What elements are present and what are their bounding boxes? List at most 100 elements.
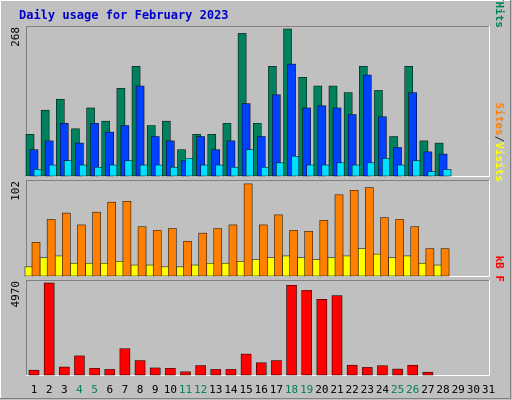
- bar-kb-f: [256, 362, 267, 376]
- bar-pages: [276, 162, 285, 177]
- side-legend-label: Sites/Visits: [493, 103, 506, 183]
- x-tick-label: 16: [255, 383, 268, 396]
- scale-max-label: 4970: [9, 281, 22, 308]
- side-legend-label: kB F: [493, 256, 506, 283]
- x-tick-label: 6: [106, 383, 113, 396]
- bar-kb-f: [43, 282, 55, 376]
- bar-sites: [259, 224, 268, 277]
- bar-kb-f: [286, 284, 297, 376]
- bar-sites: [122, 200, 132, 277]
- bar-sites: [228, 224, 238, 277]
- bar-sites: [440, 248, 450, 277]
- bar-kb-f: [407, 364, 418, 376]
- bars: [25, 28, 452, 177]
- bar-pages: [306, 164, 315, 177]
- side-legend-label: Pages/Files/Hits: [493, 0, 506, 28]
- bar-pages: [382, 158, 391, 177]
- bar-sites: [137, 226, 147, 277]
- bar-kb-f: [119, 348, 131, 376]
- bar-sites: [425, 248, 435, 277]
- bar-kb-f: [89, 368, 100, 376]
- bar-kb-f: [225, 369, 237, 376]
- bar-pages: [33, 169, 43, 177]
- bar-sites: [152, 230, 162, 277]
- bar-pages: [336, 162, 346, 177]
- bar-kb-f: [392, 368, 403, 376]
- x-tick-label: 11: [179, 383, 192, 396]
- bar-kb-f: [195, 365, 206, 376]
- side-legend-part: /: [493, 0, 506, 2]
- x-tick-label: 17: [270, 383, 283, 396]
- bar-sites: [380, 217, 389, 277]
- bar-pages: [170, 166, 179, 177]
- bar-pages: [412, 160, 421, 177]
- bar-pages: [245, 149, 255, 177]
- bar-pages: [154, 164, 164, 177]
- bar-kb-f: [104, 369, 115, 376]
- side-legend-part: kB F: [493, 256, 506, 283]
- x-tick-label: 25: [391, 383, 404, 396]
- x-tick-label: 3: [61, 383, 68, 396]
- bar-sites: [62, 212, 71, 277]
- bar-pages: [230, 166, 240, 177]
- bar-sites: [198, 232, 207, 277]
- bar-pages: [261, 166, 270, 177]
- bar-pages: [109, 164, 118, 177]
- bar-pages: [442, 169, 452, 177]
- x-tick-label: 20: [315, 383, 328, 396]
- x-tick-label: 26: [406, 383, 419, 396]
- x-tick-label: 23: [361, 383, 374, 396]
- bar-pages: [139, 164, 149, 177]
- bar-sites: [183, 241, 192, 277]
- bar-kb-f: [180, 371, 191, 376]
- bar-pages: [94, 166, 103, 177]
- bar-sites: [289, 230, 298, 277]
- x-tick-label: 19: [300, 383, 313, 396]
- x-tick-label: 9: [152, 383, 159, 396]
- x-tick-label: 8: [137, 383, 144, 396]
- bar-pages: [185, 158, 194, 177]
- bar-kb-f: [149, 367, 161, 376]
- x-tick-label: 15: [239, 383, 252, 396]
- side-legend-part: Hits: [493, 2, 506, 29]
- bar-sites: [243, 183, 253, 277]
- side-legend-part: Visits: [493, 142, 506, 182]
- bar-kb-f: [362, 367, 373, 376]
- bar-pages: [291, 156, 300, 177]
- bar-sites: [31, 242, 41, 277]
- x-tick-label: 18: [285, 383, 298, 396]
- x-tick-label: 21: [330, 383, 343, 396]
- bar-kb-f: [28, 369, 40, 376]
- scale-max-label: 268: [9, 27, 22, 47]
- bar-sites: [213, 228, 223, 277]
- x-tick-label: 29: [452, 383, 465, 396]
- x-tick-label: 22: [346, 383, 359, 396]
- x-tick-label: 7: [122, 383, 129, 396]
- x-tick-label: 5: [91, 383, 98, 396]
- bar-kb-f: [59, 366, 70, 376]
- bar-pages: [64, 160, 73, 177]
- bar-pages: [367, 162, 376, 177]
- bar-pages: [427, 171, 437, 177]
- x-tick-label: 2: [46, 383, 53, 396]
- x-tick-label: 12: [194, 383, 207, 396]
- chart-panels: 268Pages/Files/Hits102Sites/Visits4970kB…: [9, 0, 506, 376]
- bar-kb-f: [240, 353, 252, 376]
- bar-kb-f: [165, 368, 176, 376]
- bar-pages: [397, 164, 406, 177]
- side-legend-part: Sites: [493, 103, 506, 136]
- bar-sites: [46, 219, 56, 277]
- bar-sites: [410, 226, 419, 277]
- x-tick-label: 1: [31, 383, 38, 396]
- panel-top: 268 Pages/Files/Hits: [9, 0, 506, 177]
- bar-kb-f: [210, 369, 222, 376]
- x-axis-day-labels: 1 2 3 4 5 6 7 8 9 10 11 12 13 14 15 16 17 18 19 20 21 22 23 24 2…: [31, 383, 495, 396]
- panel-bottom: 4970 kB F: [9, 256, 506, 376]
- x-tick-label: 14: [224, 383, 238, 396]
- bar-sites: [365, 187, 374, 277]
- bar-files: [363, 74, 372, 177]
- x-tick-label: 24: [376, 383, 390, 396]
- bar-kb-f: [74, 355, 85, 376]
- plot-area: [26, 280, 490, 376]
